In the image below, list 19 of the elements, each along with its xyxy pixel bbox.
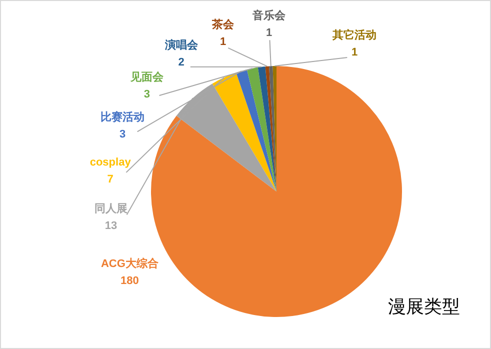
data-label: 1 bbox=[220, 36, 226, 48]
slice-label: 见面会 bbox=[129, 70, 164, 84]
data-label: 180 bbox=[120, 275, 139, 288]
slice-label: ACG大综合 bbox=[100, 257, 160, 270]
data-label: 13 bbox=[104, 220, 118, 232]
data-label: 3 bbox=[144, 88, 150, 100]
slice-label: 其它活动 bbox=[332, 28, 377, 42]
text: 漫展类型 bbox=[388, 296, 460, 318]
data-label: 3 bbox=[120, 128, 126, 140]
slice-label: 茶会 bbox=[211, 18, 236, 31]
slice-label: 音乐会 bbox=[252, 9, 287, 22]
data-label: 1 bbox=[352, 46, 358, 58]
data-label: 2 bbox=[178, 56, 184, 69]
data-label: 1 bbox=[266, 27, 272, 40]
slice-label: cosplay bbox=[90, 156, 132, 168]
slice-label: 演唱会 bbox=[164, 38, 199, 52]
data-label: 7 bbox=[107, 173, 114, 186]
slice-label: 同人展 bbox=[94, 203, 128, 216]
slice-label: 比赛活动 bbox=[100, 110, 145, 124]
